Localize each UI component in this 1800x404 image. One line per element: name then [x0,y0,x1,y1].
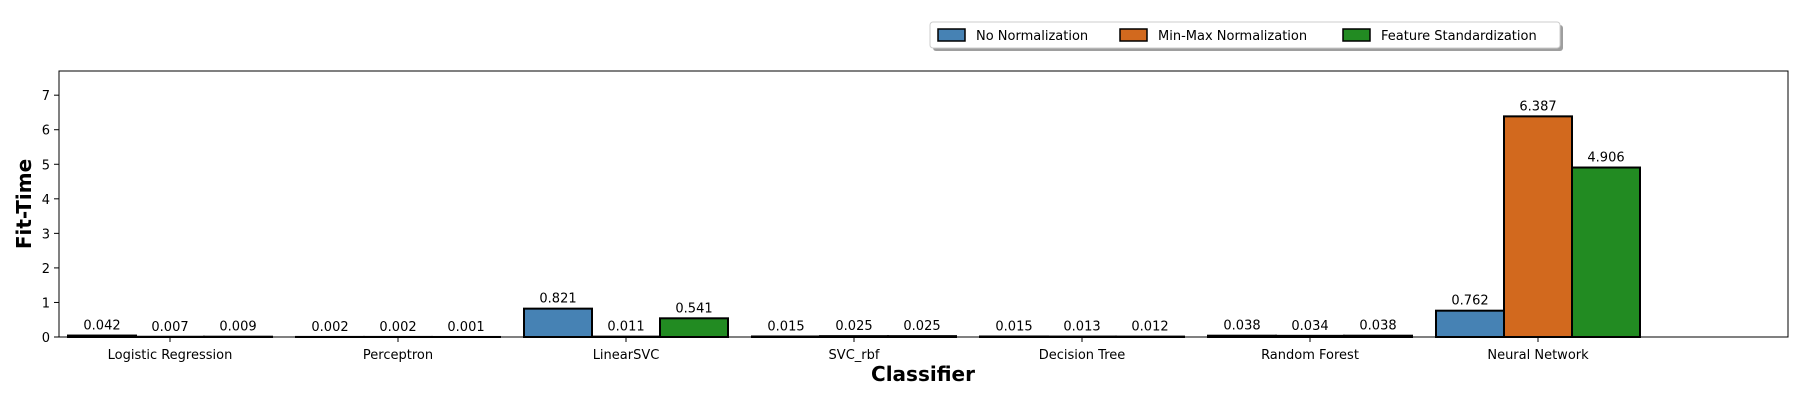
data-label: 0.038 [1223,319,1260,334]
data-label: 0.042 [83,319,120,334]
data-label: 0.001 [447,320,484,335]
data-label: 0.012 [1131,320,1168,335]
data-label: 4.906 [1587,151,1624,166]
legend-label: Feature Standardization [1381,29,1537,44]
x-tick-label: Decision Tree [1039,348,1126,363]
data-label: 0.015 [995,319,1032,334]
y-tick-label: 4 [42,193,50,208]
bar-linearsvc-no-normalization [524,309,592,337]
data-label: 0.009 [219,320,256,335]
y-axis: 0 1 2 3 4 5 6 7 [42,89,59,346]
x-tick-label: LinearSVC [593,348,660,363]
data-label: 0.002 [379,320,416,335]
x-tick-label: Perceptron [363,348,433,363]
bar-linearsvc-feature-standardization [660,318,728,337]
y-tick-label: 3 [42,227,50,242]
bar-neural-network-feature-standardization [1572,168,1640,337]
x-tick-label: Neural Network [1487,348,1589,363]
data-label: 6.387 [1519,99,1556,114]
data-label: 0.034 [1291,319,1328,334]
bars-layer [68,116,1640,337]
data-label: 0.011 [607,320,644,335]
y-tick-label: 5 [42,158,50,173]
data-label: 0.025 [903,319,940,334]
legend-label: Min-Max Normalization [1158,29,1307,44]
data-label: 0.025 [835,319,872,334]
y-tick-label: 7 [42,89,50,104]
data-label: 0.821 [539,292,576,307]
legend-swatch-min-max-normalization [1120,29,1147,41]
y-tick-label: 6 [42,124,50,139]
legend-swatch-no-normalization [938,29,965,41]
x-tick-label: Random Forest [1261,348,1359,363]
data-label: 0.002 [311,320,348,335]
legend-swatch-feature-standardization [1343,29,1370,41]
y-tick-label: 0 [42,331,50,346]
data-label: 0.038 [1359,319,1396,334]
y-tick-label: 2 [42,262,50,277]
legend: No Normalization Min-Max Normalization Fea… [930,22,1563,51]
x-axis: Logistic Regression Perceptron LinearSVC SV… [108,337,1589,363]
y-axis-title: Fit-Time [12,159,36,249]
data-label: 0.762 [1451,294,1488,309]
x-axis-title: Classifier [871,362,975,386]
data-label: 0.541 [675,301,712,316]
data-label: 0.007 [151,320,188,335]
data-labels: 0.042 0.007 0.009 0.002 0.002 0.001 0.821 0.011… [83,99,1624,335]
data-label: 0.015 [767,319,804,334]
bar-neural-network-no-normalization [1436,311,1504,337]
legend-label: No Normalization [976,29,1088,44]
data-label: 0.013 [1063,320,1100,335]
x-tick-label: Logistic Regression [108,348,233,363]
bar-neural-network-min-max-normalization [1504,116,1572,337]
x-tick-label: SVC_rbf [829,348,880,363]
y-tick-label: 1 [42,296,50,311]
